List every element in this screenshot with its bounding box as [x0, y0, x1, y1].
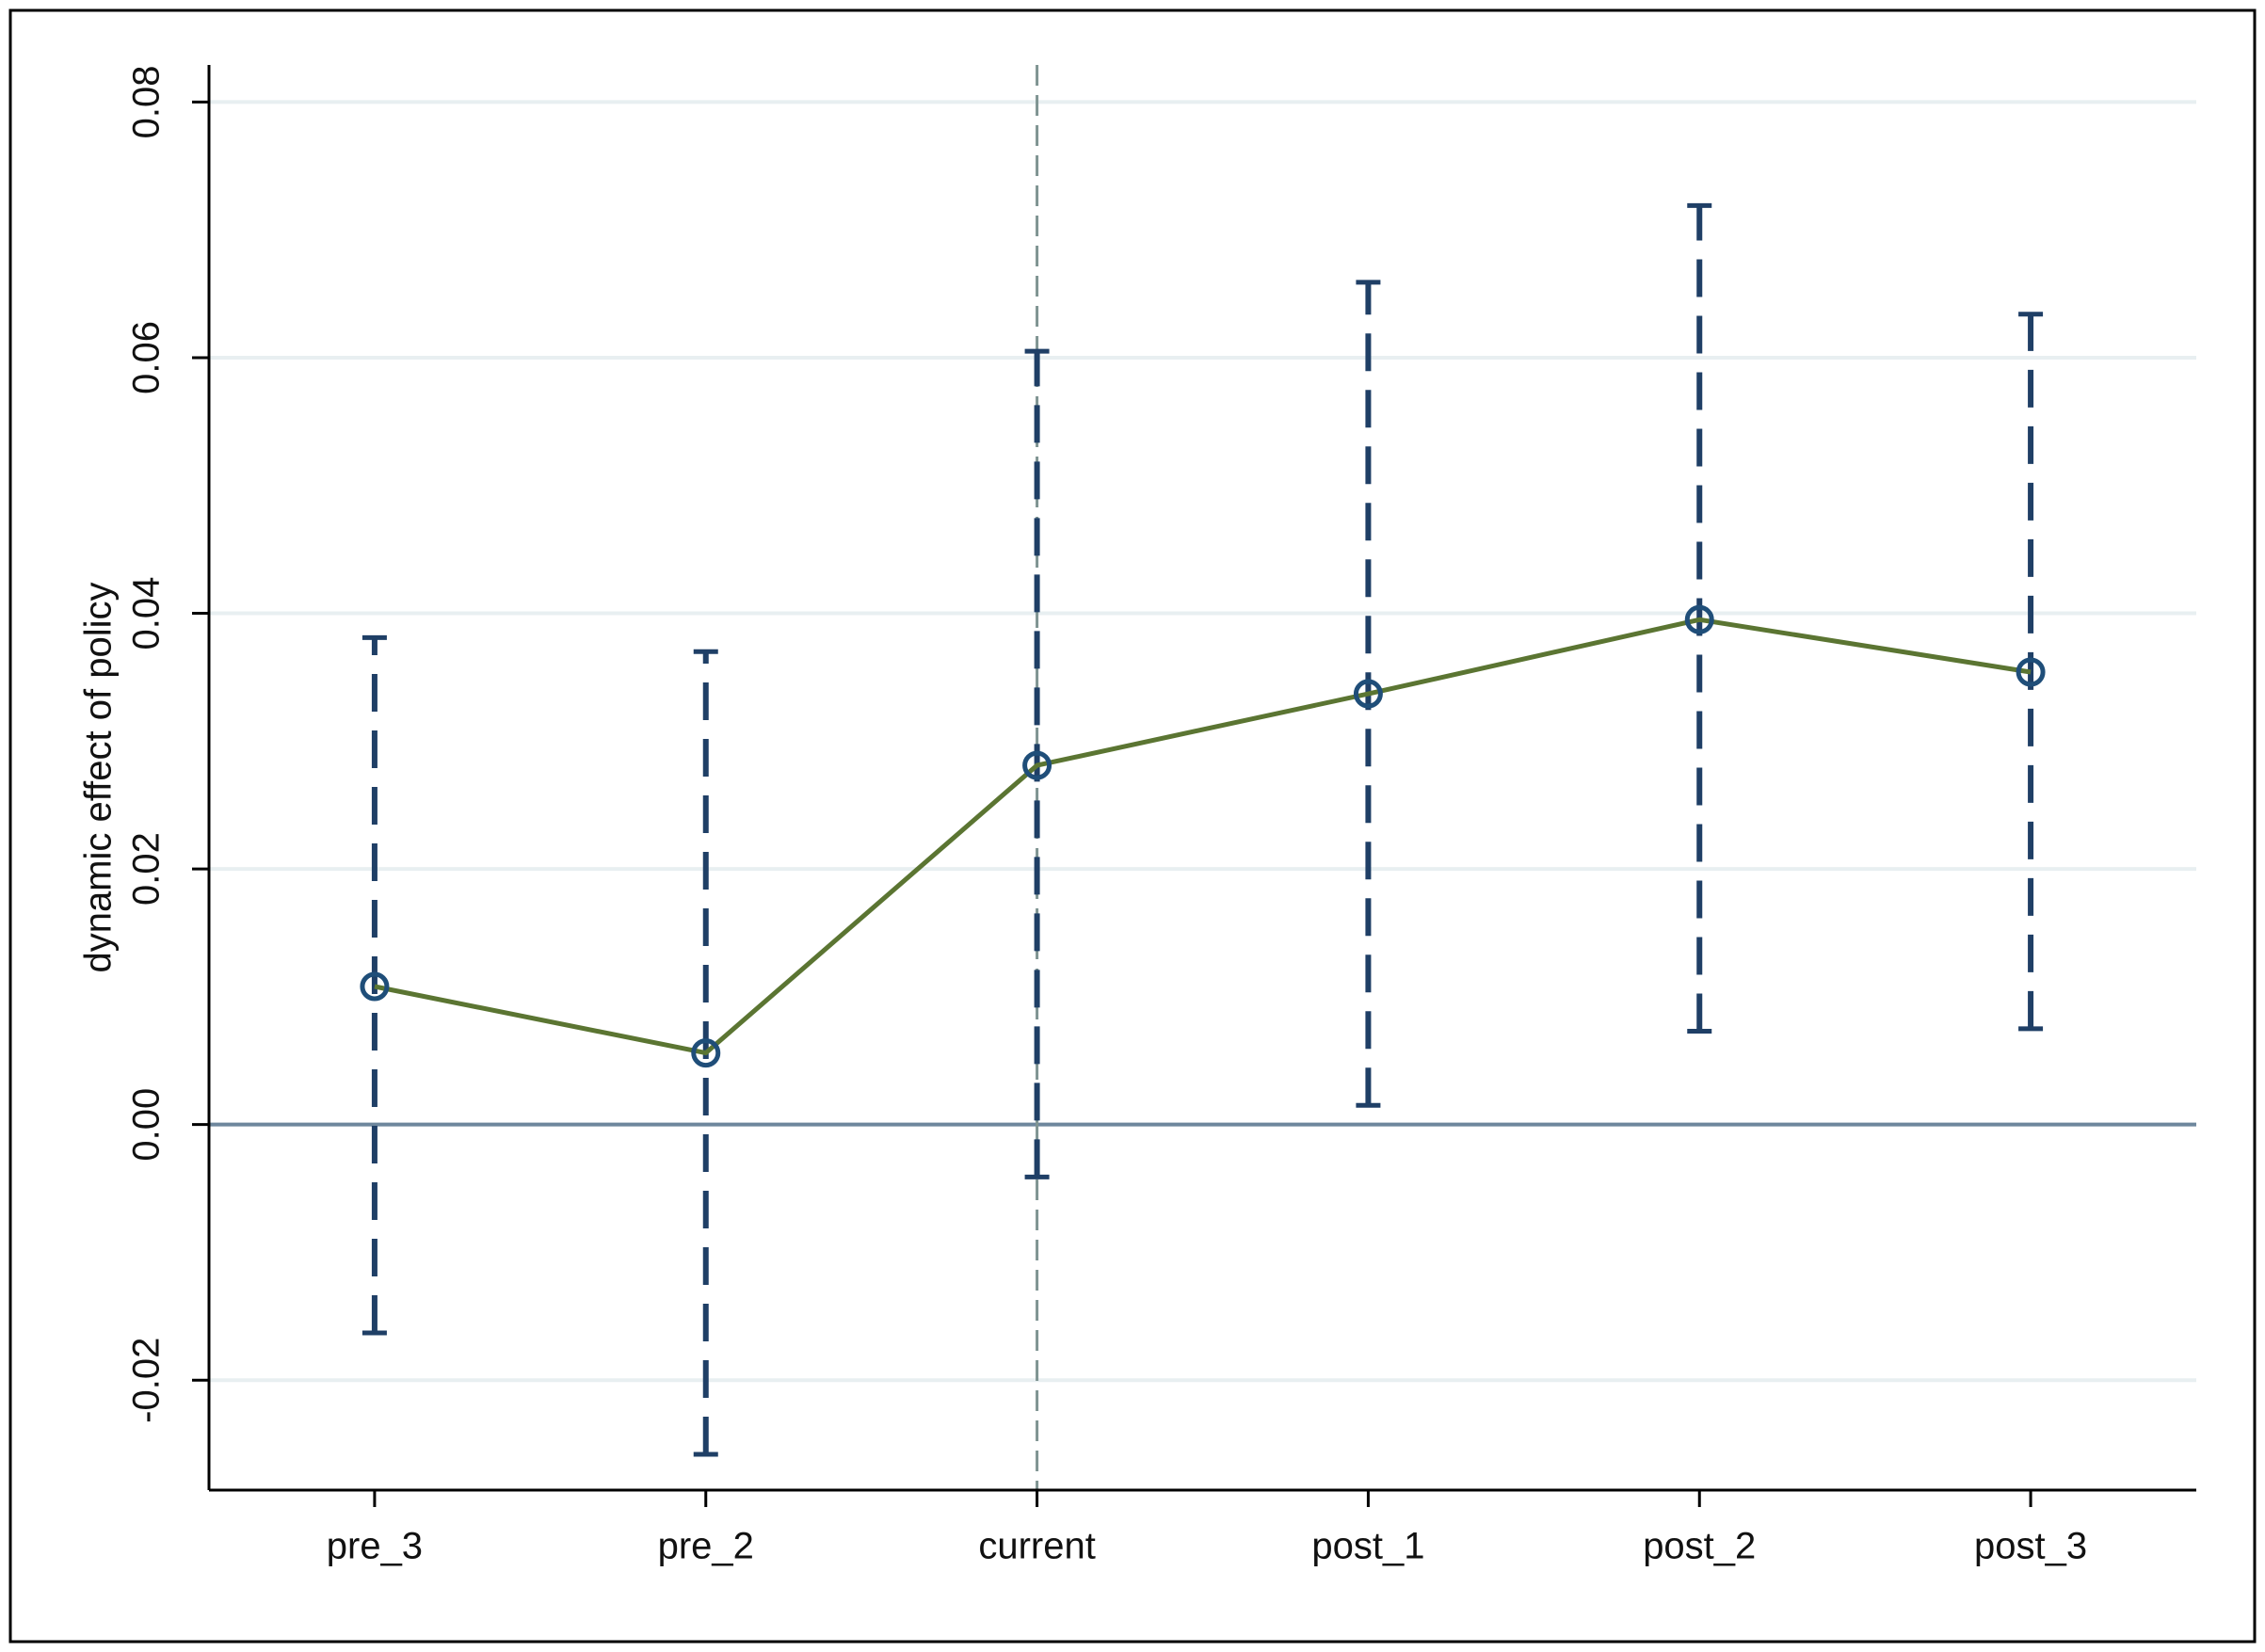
- x-tick-label: current: [978, 1526, 1096, 1567]
- x-tick-label: pre_3: [327, 1526, 423, 1567]
- estimate-marker: [1022, 750, 1052, 780]
- x-tick-label: post_3: [1974, 1526, 2087, 1567]
- estimate-marker: [1353, 679, 1383, 709]
- y-axis-title: dynamic effect of policy: [78, 582, 120, 972]
- estimate-marker: [1684, 604, 1714, 634]
- y-tick-label: -0.02: [126, 1338, 168, 1423]
- estimate-marker: [2016, 657, 2046, 687]
- y-tick-label: 0.00: [126, 1088, 168, 1162]
- x-tick-label: post_1: [1311, 1526, 1424, 1567]
- x-tick-label: pre_2: [658, 1526, 754, 1567]
- y-tick-label: 0.04: [126, 577, 168, 650]
- estimate-marker: [360, 971, 390, 1002]
- y-tick-label: 0.02: [126, 832, 168, 906]
- estimate-marker: [691, 1038, 721, 1068]
- x-tick-label: post_2: [1643, 1526, 1756, 1567]
- y-tick-label: 0.08: [126, 65, 168, 138]
- frame: [8, 8, 2257, 1644]
- y-tick-label: 0.06: [126, 321, 168, 394]
- estimate-line: [374, 617, 2032, 1056]
